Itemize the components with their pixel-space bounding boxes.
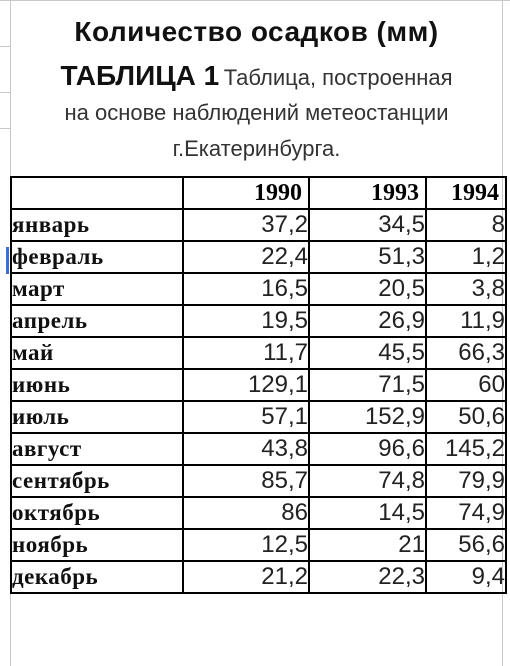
value-cell[interactable]: 50,6 — [425, 400, 507, 434]
value-cell[interactable]: 21,2 — [182, 560, 310, 594]
month-cell[interactable]: ноябрь — [10, 528, 184, 562]
value-cell[interactable]: 96,6 — [308, 432, 427, 466]
value-cell[interactable]: 74,9 — [425, 496, 507, 530]
table-row: март 16,5 20,5 3,8 — [10, 272, 507, 306]
value-cell[interactable]: 129,1 — [182, 368, 310, 402]
year-header-1994[interactable]: 1994 — [425, 176, 507, 210]
row-marker — [0, 128, 10, 129]
title-block[interactable]: Количество осадков (мм) ТАБЛИЦА 1 Таблиц… — [11, 4, 502, 176]
table-row: май 11,7 45,5 66,3 — [10, 336, 507, 370]
title-heading: Количество осадков (мм) — [74, 16, 439, 47]
month-cell[interactable]: август — [10, 432, 184, 466]
value-cell[interactable]: 79,9 — [425, 464, 507, 498]
table-row: июль 57,1 152,9 50,6 — [10, 400, 507, 434]
table-row: ноябрь 12,5 21 56,6 — [10, 528, 507, 562]
year-header-1990[interactable]: 1990 — [182, 176, 310, 210]
month-cell[interactable]: сентябрь — [10, 464, 184, 498]
value-cell[interactable]: 11,7 — [182, 336, 310, 370]
value-cell[interactable]: 26,9 — [308, 304, 427, 338]
row-marker — [0, 46, 10, 47]
table-label: ТАБЛИЦА 1 — [60, 60, 220, 91]
value-cell[interactable]: 51,3 — [308, 240, 427, 274]
table-row: июнь 129,1 71,5 60 — [10, 368, 507, 402]
value-cell[interactable]: 21 — [308, 528, 427, 562]
value-cell[interactable]: 8 — [425, 208, 507, 242]
value-cell[interactable]: 14,5 — [308, 496, 427, 530]
table-row: январь 37,2 34,5 8 — [10, 208, 507, 242]
month-cell[interactable]: июль — [10, 400, 184, 434]
value-cell[interactable]: 12,5 — [182, 528, 310, 562]
value-cell[interactable]: 152,9 — [308, 400, 427, 434]
title-line3: на основе наблюдений метеостанции — [64, 100, 449, 125]
row-marker — [0, 92, 10, 93]
title-line4: г.Екатеринбурга. — [172, 136, 341, 161]
value-cell[interactable]: 22,4 — [182, 240, 310, 274]
value-cell[interactable]: 1,2 — [425, 240, 507, 274]
header-row: 1990 1993 1994 — [10, 176, 507, 210]
value-cell[interactable]: 71,5 — [308, 368, 427, 402]
value-cell[interactable]: 66,3 — [425, 336, 507, 370]
table-row: апрель 19,5 26,9 11,9 — [10, 304, 507, 338]
value-cell[interactable]: 19,5 — [182, 304, 310, 338]
precipitation-table: 1990 1993 1994 январь 37,2 34,5 8 феврал… — [10, 176, 507, 594]
month-cell[interactable]: март — [10, 272, 184, 306]
value-cell[interactable]: 37,2 — [182, 208, 310, 242]
selection-marker — [6, 247, 9, 274]
corner-cell[interactable] — [10, 176, 184, 210]
value-cell[interactable]: 34,5 — [308, 208, 427, 242]
table-row: август 43,8 96,6 145,2 — [10, 432, 507, 466]
table-row: октябрь 86 14,5 74,9 — [10, 496, 507, 530]
value-cell[interactable]: 57,1 — [182, 400, 310, 434]
value-cell[interactable]: 86 — [182, 496, 310, 530]
month-cell[interactable]: январь — [10, 208, 184, 242]
value-cell[interactable]: 3,8 — [425, 272, 507, 306]
year-header-1993[interactable]: 1993 — [308, 176, 427, 210]
value-cell[interactable]: 11,9 — [425, 304, 507, 338]
table-row: декабрь 21,2 22,3 9,4 — [10, 560, 507, 594]
value-cell[interactable]: 43,8 — [182, 432, 310, 466]
title-subheading: ТАБЛИЦА 1 Таблица, построенная — [11, 60, 502, 92]
value-cell[interactable]: 45,5 — [308, 336, 427, 370]
table-row: сентябрь 85,7 74,8 79,9 — [10, 464, 507, 498]
value-cell[interactable]: 20,5 — [308, 272, 427, 306]
table-row: февраль 22,4 51,3 1,2 — [10, 240, 507, 274]
month-cell[interactable]: июнь — [10, 368, 184, 402]
value-cell[interactable]: 60 — [425, 368, 507, 402]
title-line2-text: Таблица, построенная — [223, 65, 453, 90]
month-cell[interactable]: май — [10, 336, 184, 370]
value-cell[interactable]: 74,8 — [308, 464, 427, 498]
month-cell[interactable]: февраль — [10, 240, 184, 274]
value-cell[interactable]: 16,5 — [182, 272, 310, 306]
month-cell[interactable]: октябрь — [10, 496, 184, 530]
value-cell[interactable]: 145,2 — [425, 432, 507, 466]
value-cell[interactable]: 56,6 — [425, 528, 507, 562]
value-cell[interactable]: 85,7 — [182, 464, 310, 498]
month-cell[interactable]: декабрь — [10, 560, 184, 594]
gridline-top — [0, 0, 510, 1]
month-cell[interactable]: апрель — [10, 304, 184, 338]
value-cell[interactable]: 9,4 — [425, 560, 507, 594]
value-cell[interactable]: 22,3 — [308, 560, 427, 594]
